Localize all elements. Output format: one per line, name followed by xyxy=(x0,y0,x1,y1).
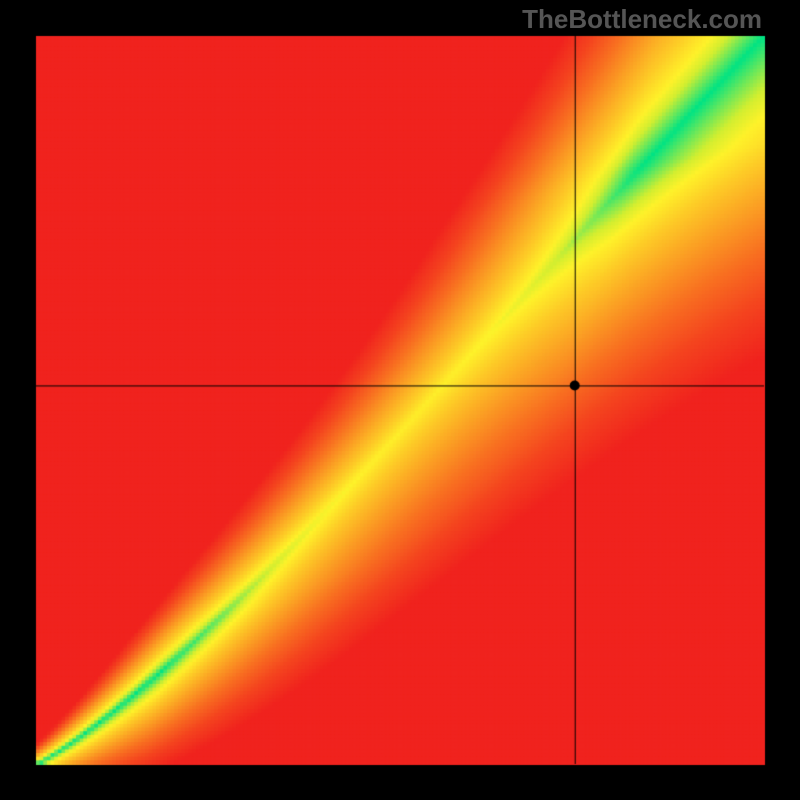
watermark-text: TheBottleneck.com xyxy=(522,4,762,35)
bottleneck-heatmap-canvas xyxy=(0,0,800,800)
